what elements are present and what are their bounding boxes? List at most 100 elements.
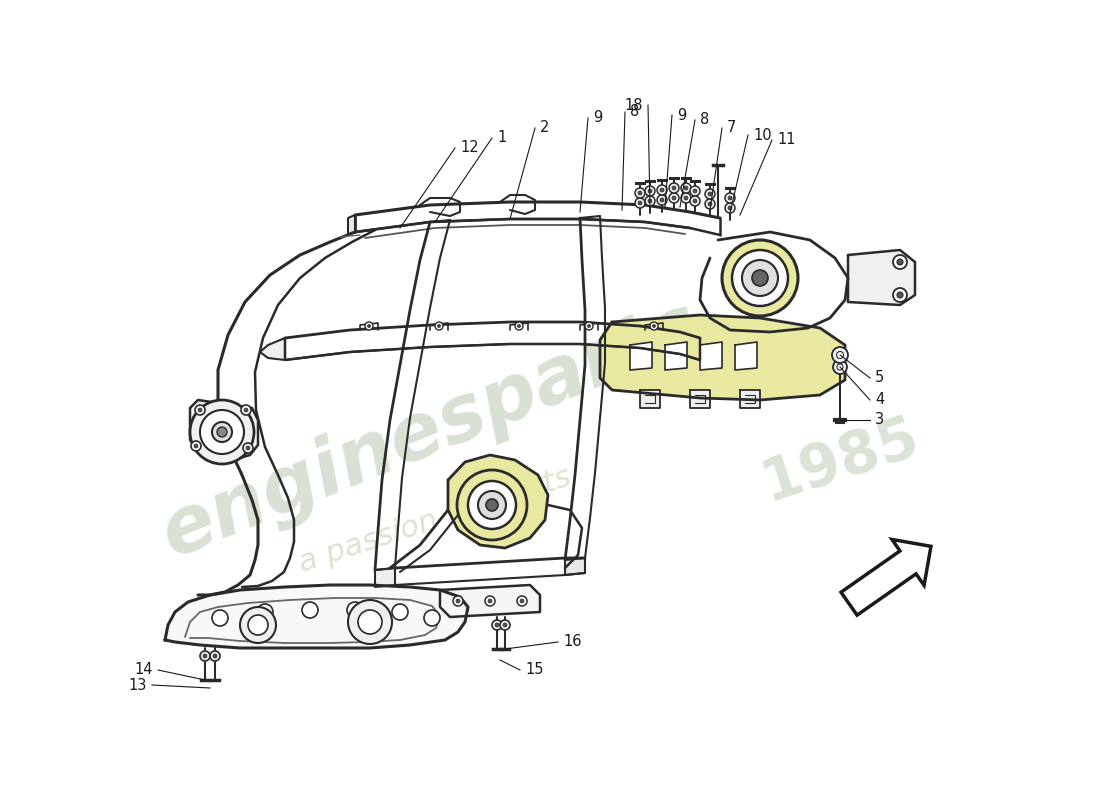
Polygon shape bbox=[630, 342, 652, 370]
Circle shape bbox=[728, 206, 732, 210]
Circle shape bbox=[194, 444, 198, 448]
Text: a passion for parts: a passion for parts bbox=[295, 462, 575, 578]
Circle shape bbox=[195, 405, 205, 415]
Circle shape bbox=[648, 199, 652, 203]
Circle shape bbox=[243, 443, 253, 453]
Circle shape bbox=[690, 196, 700, 206]
Circle shape bbox=[672, 196, 676, 200]
Circle shape bbox=[198, 408, 202, 412]
Circle shape bbox=[893, 255, 907, 269]
Circle shape bbox=[191, 441, 201, 451]
Circle shape bbox=[456, 599, 460, 603]
Circle shape bbox=[728, 196, 732, 200]
Circle shape bbox=[240, 607, 276, 643]
Text: 5: 5 bbox=[874, 370, 884, 386]
Circle shape bbox=[896, 259, 903, 265]
Circle shape bbox=[660, 198, 664, 202]
Polygon shape bbox=[735, 342, 757, 370]
Circle shape bbox=[587, 325, 591, 327]
Polygon shape bbox=[848, 250, 915, 305]
Circle shape bbox=[204, 654, 207, 658]
Circle shape bbox=[650, 322, 658, 330]
Circle shape bbox=[705, 189, 715, 199]
Circle shape bbox=[645, 196, 654, 206]
Circle shape bbox=[434, 322, 443, 330]
Polygon shape bbox=[440, 585, 540, 617]
Circle shape bbox=[652, 325, 656, 327]
Text: 9: 9 bbox=[593, 110, 603, 126]
Circle shape bbox=[492, 620, 502, 630]
Text: 8: 8 bbox=[630, 105, 639, 119]
Polygon shape bbox=[190, 400, 258, 458]
Text: 4: 4 bbox=[874, 393, 884, 407]
Circle shape bbox=[367, 325, 371, 327]
Circle shape bbox=[495, 623, 499, 627]
Circle shape bbox=[486, 499, 498, 511]
Circle shape bbox=[515, 322, 522, 330]
Circle shape bbox=[517, 596, 527, 606]
Circle shape bbox=[438, 325, 440, 327]
Circle shape bbox=[681, 193, 691, 203]
Polygon shape bbox=[260, 338, 285, 360]
Text: 9: 9 bbox=[676, 107, 686, 122]
Circle shape bbox=[832, 347, 848, 363]
Circle shape bbox=[244, 408, 248, 412]
Text: 1: 1 bbox=[497, 130, 506, 146]
Circle shape bbox=[645, 186, 654, 196]
Circle shape bbox=[248, 615, 268, 635]
Circle shape bbox=[648, 189, 652, 193]
Circle shape bbox=[638, 191, 642, 195]
Polygon shape bbox=[448, 455, 548, 548]
Circle shape bbox=[635, 188, 645, 198]
Circle shape bbox=[690, 186, 700, 196]
Circle shape bbox=[833, 360, 847, 374]
Circle shape bbox=[348, 600, 392, 644]
Text: 14: 14 bbox=[134, 662, 153, 678]
Circle shape bbox=[635, 198, 645, 208]
Circle shape bbox=[517, 325, 520, 327]
Text: 1985: 1985 bbox=[754, 408, 926, 512]
Circle shape bbox=[241, 405, 251, 415]
Polygon shape bbox=[690, 390, 710, 408]
Polygon shape bbox=[700, 342, 722, 370]
Circle shape bbox=[485, 596, 495, 606]
Circle shape bbox=[752, 270, 768, 286]
Circle shape bbox=[693, 189, 697, 193]
Circle shape bbox=[672, 186, 676, 190]
Circle shape bbox=[893, 288, 907, 302]
Circle shape bbox=[836, 351, 844, 358]
Circle shape bbox=[212, 422, 232, 442]
Circle shape bbox=[725, 203, 735, 213]
Circle shape bbox=[638, 201, 642, 205]
Circle shape bbox=[217, 427, 227, 437]
Circle shape bbox=[708, 202, 712, 206]
Polygon shape bbox=[375, 568, 395, 587]
Circle shape bbox=[660, 188, 664, 192]
Circle shape bbox=[212, 610, 228, 626]
Circle shape bbox=[365, 322, 373, 330]
Circle shape bbox=[456, 470, 527, 540]
Text: 12: 12 bbox=[460, 141, 478, 155]
Polygon shape bbox=[600, 315, 845, 400]
Circle shape bbox=[669, 193, 679, 203]
Circle shape bbox=[488, 599, 492, 603]
Polygon shape bbox=[640, 390, 660, 408]
Polygon shape bbox=[666, 342, 688, 370]
Circle shape bbox=[200, 651, 210, 661]
Polygon shape bbox=[348, 215, 355, 235]
Circle shape bbox=[392, 604, 408, 620]
Circle shape bbox=[520, 599, 524, 603]
Circle shape bbox=[684, 196, 688, 200]
Circle shape bbox=[257, 604, 273, 620]
Circle shape bbox=[837, 364, 843, 370]
Circle shape bbox=[478, 491, 506, 519]
Text: 10: 10 bbox=[754, 127, 771, 142]
Circle shape bbox=[725, 193, 735, 203]
Circle shape bbox=[657, 195, 667, 205]
Polygon shape bbox=[565, 558, 585, 575]
Text: 16: 16 bbox=[563, 634, 582, 650]
Polygon shape bbox=[842, 539, 931, 615]
Text: 8: 8 bbox=[700, 113, 710, 127]
Circle shape bbox=[681, 183, 691, 193]
Circle shape bbox=[708, 192, 712, 196]
